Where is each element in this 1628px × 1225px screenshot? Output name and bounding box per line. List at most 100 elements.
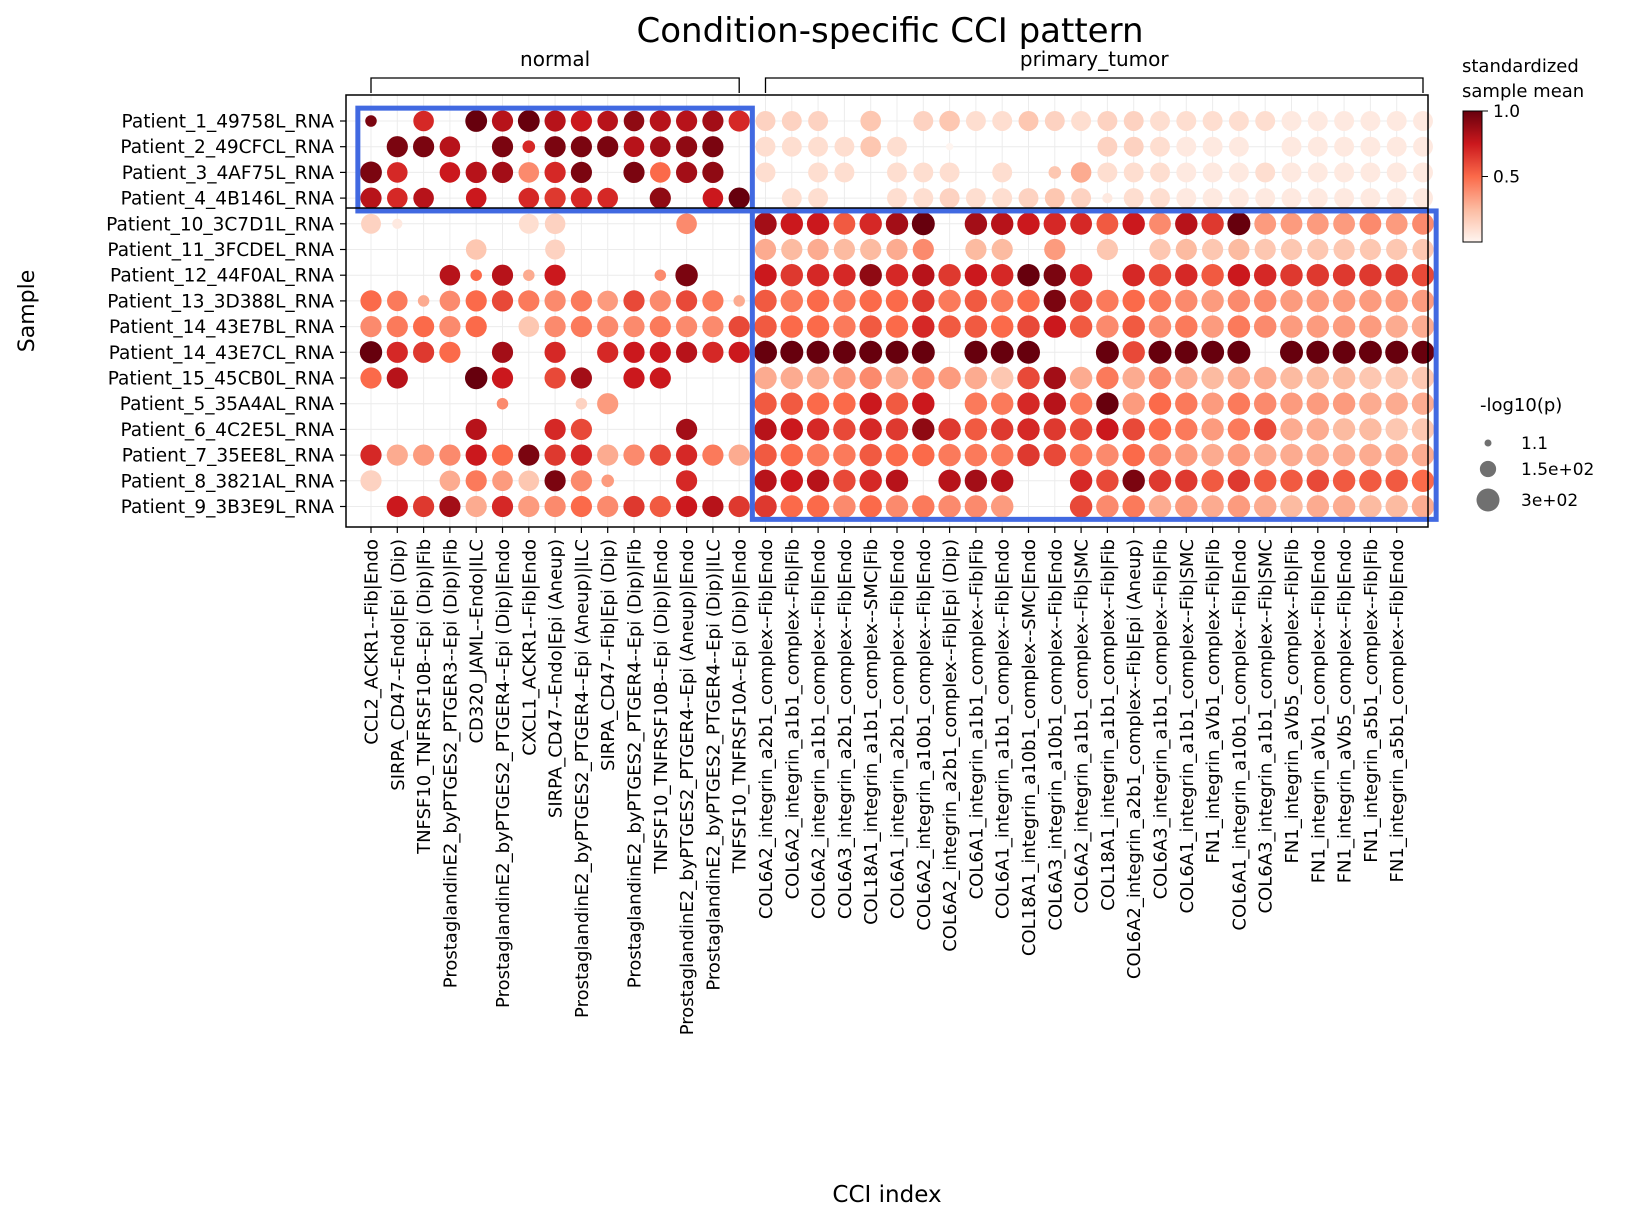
dot-mark: [1043, 315, 1067, 338]
dot-mark: [1175, 315, 1198, 338]
dot-mark: [518, 290, 540, 312]
dot-mark: [912, 392, 935, 415]
dot-mark: [1175, 495, 1198, 518]
dot-mark: [649, 316, 671, 338]
dot-mark: [806, 418, 830, 441]
dot-mark: [1069, 289, 1093, 313]
dot-mark: [1280, 418, 1303, 441]
dot-mark: [1386, 136, 1407, 157]
dot-mark: [544, 341, 566, 363]
dot-mark: [1253, 495, 1277, 518]
dot-mark: [1385, 495, 1408, 518]
dot-mark: [1306, 366, 1330, 390]
dot-mark: [702, 495, 724, 518]
dot-mark: [1412, 212, 1434, 235]
dot-mark: [1097, 136, 1118, 157]
dot-mark: [1386, 111, 1407, 131]
dot-mark: [1227, 418, 1251, 441]
dot-mark: [1043, 366, 1067, 390]
dot-mark: [676, 470, 698, 492]
dot-mark: [1201, 443, 1224, 467]
dot-mark: [780, 315, 804, 338]
size-legend-dot: [1479, 460, 1497, 478]
y-tick-label: Patient_9_3B3E9L_RNA: [121, 497, 335, 518]
dot-mark: [1332, 418, 1356, 441]
dot-mark: [491, 341, 514, 363]
dot-mark: [544, 418, 566, 440]
dot-mark: [1306, 495, 1330, 518]
dot-mark: [964, 418, 988, 441]
dot-mark: [702, 341, 724, 363]
x-tick-label: COL6A3_integrin_a1b1_complex--Fib|SMC: [1256, 539, 1277, 913]
dot-mark: [518, 470, 540, 492]
dot-mark: [1017, 418, 1040, 441]
dot-mark: [597, 444, 619, 466]
dot-mark: [833, 263, 856, 287]
dot-mark: [1253, 366, 1277, 390]
dot-mark: [964, 289, 988, 313]
dot-mark: [780, 366, 804, 390]
dot-mark: [676, 161, 698, 183]
dot-mark: [1413, 188, 1433, 209]
dot-mark: [911, 340, 935, 364]
x-tick-label: ProstaglandinE2_byPTGES2_PTGER4--Epi (Di…: [493, 539, 514, 1008]
dot-mark: [806, 340, 830, 364]
dot-mark: [360, 470, 382, 492]
dot-mark: [938, 315, 961, 338]
dot-mark: [1385, 392, 1408, 415]
dot-mark: [992, 162, 1013, 183]
dot-mark: [1280, 263, 1303, 287]
dot-mark: [1358, 340, 1382, 364]
dot-mark: [1148, 289, 1172, 313]
dot-mark: [833, 469, 856, 493]
dot-mark: [597, 187, 618, 209]
dot-mark: [1123, 136, 1144, 157]
dot-mark: [1095, 340, 1119, 364]
x-tick-label: FN1_integrin_aVb1_complex--Fib|Fib: [1203, 539, 1224, 864]
dot-mark: [1359, 238, 1381, 261]
dot-mark: [597, 495, 619, 518]
dot-mark: [833, 315, 856, 338]
dot-mark: [1096, 392, 1119, 415]
dot-mark: [1123, 188, 1144, 209]
y-tick-label: Patient_6_4C2E5L_RNA: [120, 420, 334, 441]
dot-mark: [754, 443, 777, 467]
dot-mark: [1386, 238, 1408, 261]
dot-mark: [1359, 289, 1382, 313]
y-tick-label: Patient_5_35A4AL_RNA: [120, 394, 335, 415]
dot-mark: [1043, 418, 1067, 441]
dot-mark: [913, 188, 934, 209]
dot-mark: [1097, 111, 1118, 131]
dot-mark: [1412, 238, 1434, 261]
dot-mark: [1150, 111, 1170, 131]
dot-mark: [859, 263, 882, 287]
dot-mark: [1359, 315, 1382, 338]
dot-mark: [780, 263, 804, 287]
dot-mark: [1227, 366, 1251, 390]
dot-mark: [806, 366, 830, 390]
dot-mark: [1280, 469, 1303, 493]
dot-mark: [938, 263, 961, 287]
dot-mark: [728, 495, 750, 518]
dot-mark: [1385, 418, 1408, 441]
dot-mark: [702, 444, 724, 466]
dot-mark: [1175, 443, 1198, 467]
dot-mark: [623, 341, 645, 363]
dot-mark: [885, 212, 909, 236]
dot-mark: [1413, 111, 1433, 131]
dot-mark: [439, 470, 461, 492]
dot-mark: [964, 212, 988, 236]
dot-mark: [365, 115, 377, 127]
dot-mark: [1069, 495, 1093, 518]
dot-mark: [1307, 111, 1328, 131]
dot-mark: [1096, 418, 1119, 441]
dot-mark: [1148, 495, 1172, 518]
dot-mark: [1122, 263, 1145, 287]
dot-mark: [1175, 418, 1198, 441]
x-tick-label: TNFSF10_TNFRSF10B--Epi (Dip)|Fib: [414, 539, 435, 855]
dot-mark: [1148, 263, 1172, 287]
dot-mark: [465, 110, 488, 132]
y-tick-label: Patient_10_3C7D1L_RNA: [106, 214, 334, 235]
chart-title: Condition-specific CCI pattern: [636, 11, 1143, 51]
colorbar-tick-label: 0.5: [1493, 168, 1520, 188]
